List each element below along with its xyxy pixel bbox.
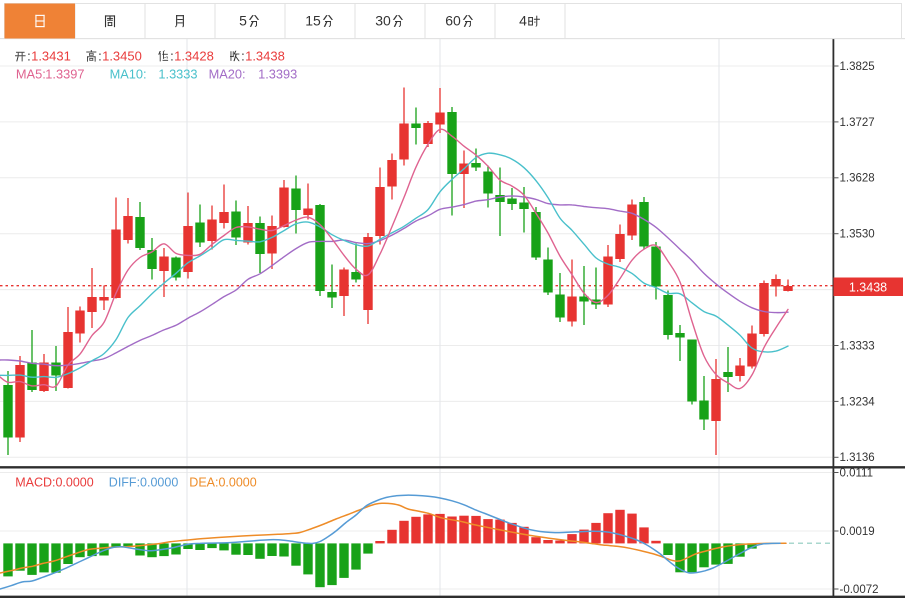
- svg-text:DEA:0.0000: DEA:0.0000: [189, 475, 256, 489]
- svg-text::: :: [98, 49, 102, 64]
- svg-text:1.3825: 1.3825: [840, 61, 875, 73]
- svg-text:0.0019: 0.0019: [840, 526, 875, 538]
- svg-text:-0.0072: -0.0072: [840, 584, 879, 596]
- svg-text:MACD:0.0000: MACD:0.0000: [15, 475, 94, 489]
- svg-text:1.3333: 1.3333: [840, 340, 875, 352]
- svg-text:1.3530: 1.3530: [840, 229, 875, 241]
- svg-text:DIFF:0.0000: DIFF:0.0000: [109, 475, 179, 489]
- svg-text:1.3727: 1.3727: [840, 117, 875, 129]
- svg-text:1.3438: 1.3438: [245, 49, 285, 64]
- svg-text:5: 5: [239, 13, 247, 29]
- svg-text:1.3333: 1.3333: [158, 67, 197, 82]
- svg-text::: :: [27, 49, 31, 64]
- svg-text::: :: [241, 49, 245, 64]
- svg-text:MA20:: MA20:: [209, 67, 246, 82]
- svg-text:1.3628: 1.3628: [840, 173, 875, 185]
- svg-text:MA10:: MA10:: [110, 67, 147, 82]
- svg-text:30: 30: [375, 13, 391, 29]
- svg-text:15: 15: [305, 13, 321, 29]
- svg-text:1.3397: 1.3397: [45, 67, 84, 82]
- svg-text:MA5:: MA5:: [16, 67, 46, 82]
- svg-text:1.3234: 1.3234: [840, 396, 876, 408]
- svg-text:1.3431: 1.3431: [31, 49, 71, 64]
- svg-text:1.3450: 1.3450: [102, 49, 142, 64]
- svg-text:4: 4: [519, 13, 527, 29]
- svg-text:1.3438: 1.3438: [849, 281, 887, 295]
- svg-text:0.0111: 0.0111: [840, 467, 873, 479]
- svg-text:1.3136: 1.3136: [840, 452, 875, 464]
- svg-text::: :: [170, 49, 174, 64]
- svg-text:60: 60: [445, 13, 461, 29]
- svg-text:1.3428: 1.3428: [174, 49, 214, 64]
- svg-text:1.3393: 1.3393: [258, 67, 297, 82]
